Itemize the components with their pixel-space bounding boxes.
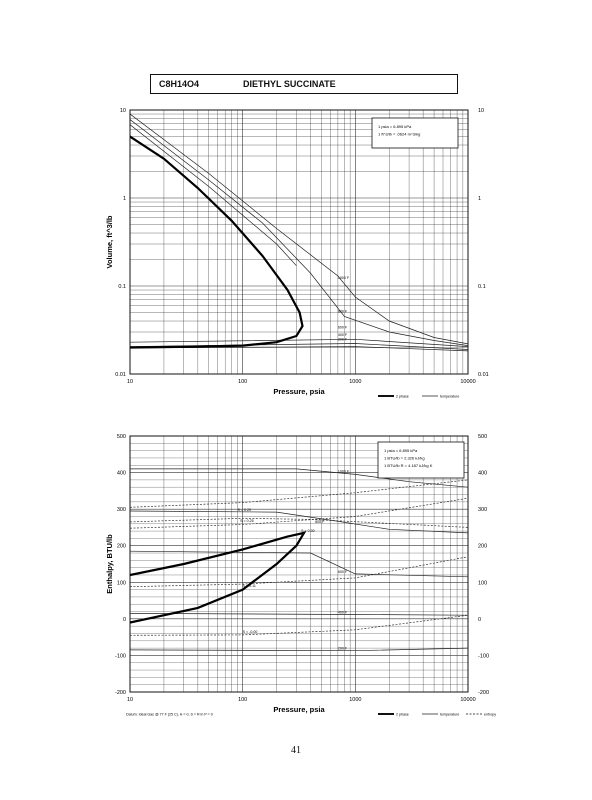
y-tick-label-right: -200	[478, 690, 489, 696]
isotherm-label: 800 F	[338, 309, 348, 313]
y-tick-label-left: 400	[117, 471, 126, 477]
legend-label: 2 phase	[396, 712, 409, 716]
x-tick-label: 10000	[460, 697, 475, 703]
isotherm-line	[130, 613, 468, 616]
x-tick-label: 10	[127, 697, 133, 703]
x-tick-label: 1000	[349, 697, 361, 703]
y-tick-label-right: 0.01	[478, 372, 489, 378]
entropy-line	[130, 614, 468, 636]
y-tick-label-left: -100	[115, 653, 126, 659]
y-tick-label-right: -100	[478, 653, 489, 659]
y-axis-label: Enthalpy, BTU/lb	[105, 534, 114, 594]
entropy-line	[130, 517, 468, 528]
entropy-label: S = 0.20	[238, 508, 252, 512]
isotherm-label: 800 F	[315, 520, 325, 524]
y-tick-label-left: 1	[123, 196, 126, 202]
isotherm-label: 600 F	[338, 570, 348, 574]
curves	[130, 468, 468, 652]
conversion-note: 1 psia = 6.895 kPa	[384, 448, 418, 453]
datum-note: Datum: Ideal Gas @ 77 F (25 C), H = 0, S…	[126, 712, 213, 716]
y-tick-label-right: 0	[478, 617, 481, 623]
compound-name: DIETHYL SUCCINATE	[243, 79, 336, 89]
conversion-note: 1 ft^3/lb = .0624 m^3/kg	[378, 132, 420, 137]
y-tick-label-left: 100	[117, 580, 126, 586]
isotherm-line	[130, 550, 468, 578]
y-tick-label-right: 200	[478, 544, 487, 550]
y-tick-label-left: 500	[117, 434, 126, 440]
y-tick-label-right: 400	[478, 471, 487, 477]
curves	[130, 113, 468, 352]
entropy-line	[130, 479, 468, 508]
isotherm-label: 1000 F	[338, 470, 350, 474]
isotherm-label: 200 F	[338, 647, 348, 651]
entropy-label: S = 0.25	[240, 519, 254, 523]
legend-label: entropy	[484, 712, 496, 716]
plot-frame	[129, 435, 469, 693]
isotherm-line	[130, 113, 468, 345]
x-tick-label: 10000	[460, 379, 475, 385]
conversion-notes-box	[377, 441, 465, 479]
isotherm-line	[130, 119, 468, 346]
conversion-note: 1 BTU/lb = 2.326 kJ/kg	[384, 456, 425, 461]
isotherm-label: 400 F	[338, 611, 348, 615]
chart-1	[129, 109, 469, 397]
isotherm-label: 200 F	[338, 338, 348, 342]
isotherm-line	[130, 468, 468, 488]
y-tick-label-right: 1	[478, 196, 481, 202]
legend-label: 2 phase	[396, 394, 409, 398]
y-tick-label-left: 0.01	[115, 372, 126, 378]
entropy-line	[130, 556, 468, 588]
chart-2	[129, 435, 482, 715]
conversion-note: 1 psia = 6.895 kPa	[378, 124, 412, 129]
entropy-line	[130, 497, 468, 529]
plot-frame	[129, 109, 469, 375]
x-tick-label: 1000	[349, 379, 361, 385]
y-tick-label-right: 300	[478, 507, 487, 513]
y-tick-label-left: 10	[120, 108, 126, 114]
y-tick-label-left: 0.1	[118, 284, 126, 290]
page-number: 41	[291, 745, 301, 756]
y-tick-label-right: 0.1	[478, 284, 486, 290]
entropy-label: S = -0.00	[243, 630, 258, 634]
isotherm-line	[130, 647, 468, 652]
y-axis-label: Volume, ft^3/lb	[105, 215, 114, 268]
y-tick-label-left: 200	[117, 544, 126, 550]
isotherm-line	[130, 338, 468, 347]
x-tick-label: 100	[238, 379, 247, 385]
two-phase-envelope	[130, 135, 304, 349]
x-tick-label: 100	[238, 697, 247, 703]
conversion-notes-box	[371, 117, 459, 149]
title-box: C8H14O4 DIETHYL SUCCINATE	[150, 74, 458, 94]
legend-label: temperature	[440, 394, 459, 398]
y-tick-label-right: 500	[478, 434, 487, 440]
x-axis-label: Pressure, psia	[273, 705, 325, 714]
conversion-note: 1 BTU/lb R = 4.187 kJ/kg K	[384, 463, 433, 468]
two-phase-envelope	[130, 531, 307, 624]
y-tick-label-left: 0	[123, 617, 126, 623]
x-axis-label: Pressure, psia	[273, 387, 325, 396]
y-tick-label-left: -200	[115, 690, 126, 696]
legend-label: temperature	[440, 712, 459, 716]
x-tick-label: 10	[127, 379, 133, 385]
y-tick-label-left: 300	[117, 507, 126, 513]
isotherm-label: 600 F	[338, 325, 348, 329]
isotherm-label: 400 F	[338, 333, 348, 337]
isotherm-line	[130, 124, 297, 266]
entropy-label: S = 0.30	[301, 529, 315, 533]
entropy-label: S = 0.11	[243, 584, 256, 588]
isotherm-line	[130, 510, 468, 534]
y-tick-label-right: 100	[478, 580, 487, 586]
y-tick-label-right: 10	[478, 108, 484, 114]
compound-formula: C8H14O4	[159, 79, 200, 89]
isotherm-label: 1000 F	[338, 276, 350, 280]
